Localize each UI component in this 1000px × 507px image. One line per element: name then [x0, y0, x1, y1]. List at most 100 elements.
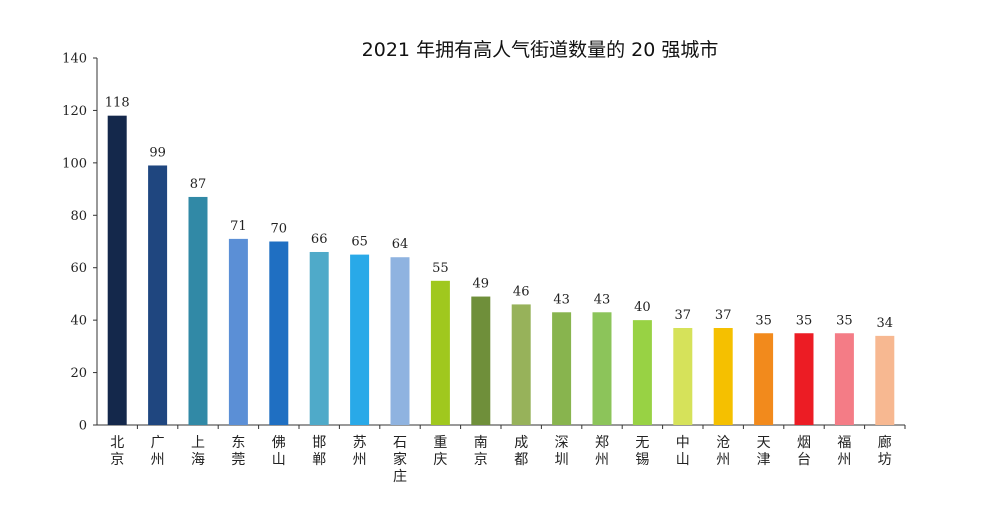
data-label: 87 [190, 177, 207, 192]
x-tick-label: 天津 [757, 435, 771, 468]
x-tick-label: 上海 [191, 435, 205, 468]
data-label: 35 [836, 313, 853, 328]
bar [228, 238, 248, 425]
x-tick-label-char: 州 [151, 452, 165, 468]
x-tick-label: 沧州 [716, 434, 730, 468]
x-tick-label-char: 都 [514, 452, 528, 468]
x-tick-label-char: 海 [191, 452, 205, 468]
bar [834, 333, 854, 425]
x-tick-label: 福州 [837, 435, 851, 468]
x-tick-label: 中山 [676, 435, 690, 468]
x-tick-label-char: 庄 [393, 468, 407, 485]
x-tick-label-char: 中 [676, 435, 690, 451]
bar [511, 304, 531, 425]
x-tick-label-char: 圳 [555, 452, 569, 468]
y-tick-label: 100 [62, 156, 87, 171]
y-tick-label: 80 [70, 209, 87, 224]
y-tick-label: 120 [62, 104, 87, 119]
x-tick-label-char: 苏 [353, 435, 367, 451]
x-tick-label-char: 佛 [272, 435, 286, 451]
data-label: 34 [877, 316, 894, 331]
data-label: 49 [473, 277, 490, 292]
data-label: 99 [149, 145, 166, 160]
x-tick-label: 邯郸 [312, 435, 326, 468]
bar [390, 257, 410, 425]
data-label: 37 [715, 308, 732, 323]
data-labels: 118 99 87 71 70 66 65 64 55 49 46 43 43 40 37 37 35 35 35 3… [105, 96, 893, 331]
x-tick-label-char: 福 [837, 435, 851, 451]
data-label: 43 [594, 292, 611, 307]
x-tick-label-char: 京 [110, 452, 124, 468]
x-tick-label-char: 庆 [433, 452, 447, 468]
x-tick-label: 烟台 [797, 435, 811, 468]
bar [148, 165, 168, 425]
x-tick-label-char: 州 [716, 452, 730, 468]
x-tick-label-char: 州 [837, 452, 851, 468]
x-tick-label-char: 东 [231, 435, 245, 451]
x-tick-label: 苏州 [353, 435, 367, 468]
x-tick-label: 重庆 [433, 435, 447, 468]
bar [673, 328, 693, 425]
bar [430, 280, 450, 425]
data-label: 65 [351, 235, 368, 250]
bar [269, 241, 289, 425]
y-tick-label: 0 [79, 419, 87, 434]
category-labels: 北京广州上海东莞佛山邯郸苏州石家庄重庆南京成都深圳郑州无锡中山沧州天津烟台福州廊… [110, 434, 892, 485]
x-tick-label-char: 坊 [878, 452, 892, 468]
x-tick-label-char: 郸 [312, 452, 326, 468]
x-tick-label-char: 沧 [716, 434, 730, 451]
x-tick-label-char: 重 [433, 435, 447, 451]
x-tick-label: 南京 [474, 435, 488, 468]
x-tick-label-char: 州 [353, 452, 367, 468]
bar [713, 328, 733, 425]
x-tick-label-char: 山 [272, 452, 286, 468]
x-tick-label-char: 山 [676, 452, 690, 468]
y-tick-label: 40 [70, 314, 87, 329]
data-label: 118 [105, 96, 130, 111]
data-label: 43 [553, 292, 570, 307]
x-tick-label-char: 邯 [312, 435, 326, 451]
y-tick-label: 140 [62, 52, 87, 67]
x-tick-label: 石家庄 [393, 435, 407, 485]
data-label: 64 [392, 237, 409, 252]
x-tick-label-char: 台 [797, 452, 811, 468]
x-tick-label-char: 烟 [797, 435, 811, 451]
x-tick-label-char: 深 [555, 435, 569, 451]
x-tick-label-char: 无 [635, 435, 649, 451]
y-tick-label: 20 [70, 366, 87, 381]
bar [794, 333, 814, 425]
x-tick-label: 佛山 [272, 435, 286, 468]
chart-title: 2021 年拥有高人气街道数量的 20 强城市 [362, 39, 719, 61]
x-tick-label: 东莞 [231, 435, 245, 468]
x-tick-label-char: 石 [393, 435, 407, 451]
bar [552, 312, 572, 425]
bars [107, 115, 895, 426]
x-tick-label: 廊坊 [878, 434, 892, 468]
bar [471, 296, 491, 425]
bar [188, 196, 208, 425]
data-label: 55 [432, 261, 449, 276]
bar [107, 115, 127, 426]
x-tick-label-char: 锡 [635, 452, 649, 468]
x-tick-label-char: 南 [474, 435, 488, 451]
x-tick-label-char: 莞 [231, 452, 245, 468]
x-tick-label-char: 廊 [878, 434, 892, 451]
data-label: 66 [311, 232, 328, 247]
bar [875, 335, 895, 425]
x-tick-label: 成都 [514, 435, 528, 468]
data-label: 37 [675, 308, 692, 323]
data-label: 70 [271, 222, 288, 237]
x-tick-label: 广州 [151, 435, 165, 468]
bar [592, 312, 612, 425]
x-tick-label-char: 天 [757, 435, 771, 451]
data-label: 46 [513, 284, 530, 299]
x-tick-label-char: 家 [393, 451, 407, 468]
data-label: 35 [755, 313, 772, 328]
x-tick-label-char: 广 [151, 435, 165, 451]
data-label: 40 [634, 300, 651, 315]
bar [309, 251, 329, 425]
data-label: 35 [796, 313, 813, 328]
bar [350, 254, 370, 425]
